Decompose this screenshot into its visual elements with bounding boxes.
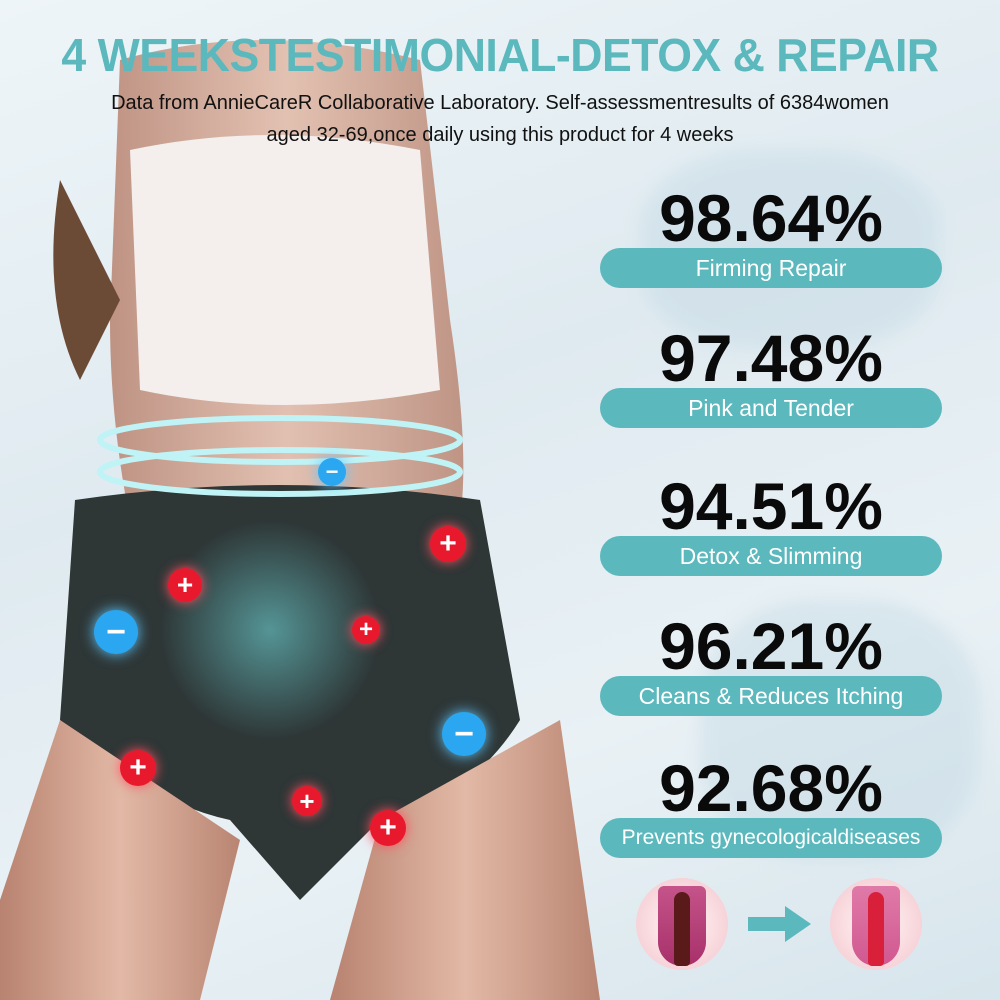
- stat-label-pill: Prevents gynecologicaldiseases: [600, 818, 942, 858]
- minus-icon: −: [442, 712, 486, 756]
- stat-label-pill: Cleans & Reduces Itching: [600, 676, 942, 716]
- plus-icon: +: [168, 568, 202, 602]
- minus-icon: −: [318, 458, 346, 486]
- stat-label-pill: Firming Repair: [600, 248, 942, 288]
- subtitle-line-2: aged 32-69,once daily using this product…: [266, 124, 734, 146]
- stat-value: 92.68%: [659, 751, 883, 825]
- plus-icon: +: [352, 616, 380, 644]
- minus-icon: −: [94, 610, 138, 654]
- plus-icon: +: [430, 526, 466, 562]
- arrow-right-icon-head: [785, 906, 811, 942]
- plus-icon: +: [292, 786, 322, 816]
- plus-icon: +: [120, 750, 156, 786]
- stat-label-pill: Detox & Slimming: [600, 536, 942, 576]
- stat-label-pill: Pink and Tender: [600, 388, 942, 428]
- stat-value: 98.64%: [659, 181, 883, 255]
- page-title: 4 WEEKSTESTIMONIAL-DETOX & REPAIR: [61, 29, 939, 81]
- plus-icon: +: [370, 810, 406, 846]
- model-product-illustration: [0, 40, 600, 1000]
- arrow-right-icon: [748, 917, 788, 931]
- stat-value: 94.51%: [659, 469, 883, 543]
- after-illustration: [830, 878, 922, 970]
- subtitle-line-1: Data from AnnieCareR Collaborative Labor…: [111, 92, 889, 114]
- stat-value: 96.21%: [659, 609, 883, 683]
- before-illustration: [636, 878, 728, 970]
- stat-value: 97.48%: [659, 321, 883, 395]
